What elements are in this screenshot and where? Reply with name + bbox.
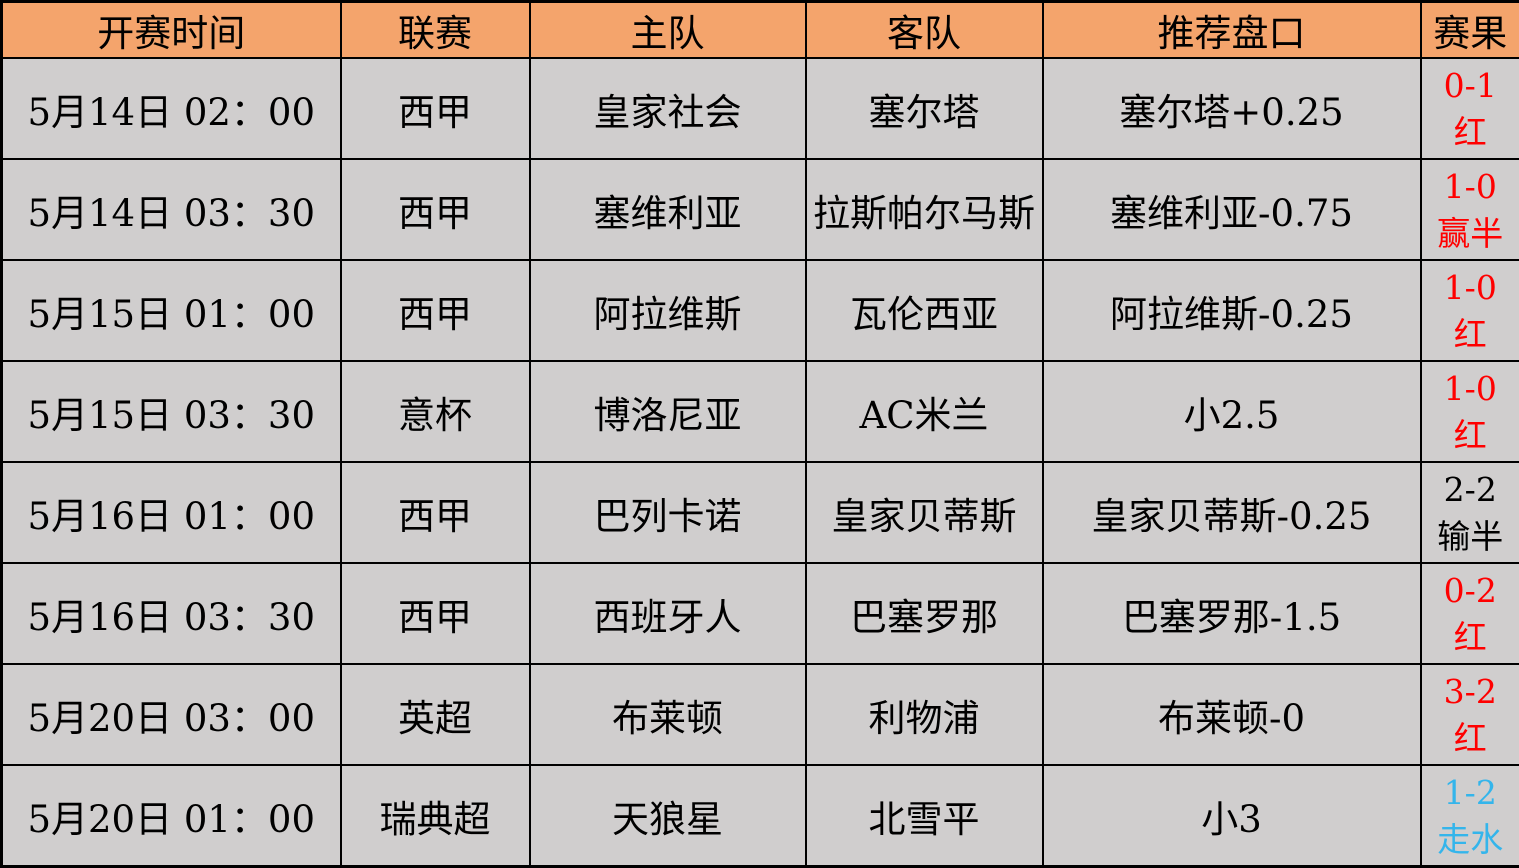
result-outcome: 红: [1453, 617, 1487, 657]
cell-kickoff-time: 5月16日 03：30: [0, 562, 342, 666]
result-score: 1-0: [1443, 166, 1497, 206]
cell-away-team: 塞尔塔: [804, 56, 1044, 161]
result-outcome: 红: [1453, 415, 1487, 455]
column-header-result: 赛果: [1419, 0, 1519, 59]
cell-home-team: 塞维利亚: [528, 158, 807, 262]
cell-league: 西甲: [339, 158, 531, 262]
cell-home-team: 巴列卡诺: [528, 461, 807, 565]
cell-home-team: 布莱顿: [528, 663, 807, 767]
cell-away-team: 利物浦: [804, 663, 1044, 767]
column-header-league: 联赛: [339, 0, 531, 59]
table-row: 5月14日 03：30 西甲 塞维利亚 拉斯帕尔马斯 塞维利亚-0.75 1-0…: [0, 158, 1519, 262]
cell-home-team: 博洛尼亚: [528, 360, 807, 464]
cell-league: 英超: [339, 663, 531, 767]
table-row: 5月15日 03：30 意杯 博洛尼亚 AC米兰 小2.5 1-0 红: [0, 360, 1519, 464]
cell-result: 1-0 赢半: [1419, 158, 1519, 262]
cell-away-team: 瓦伦西亚: [804, 259, 1044, 363]
result-score: 3-2: [1443, 671, 1497, 711]
cell-result: 0-2 红: [1419, 562, 1519, 666]
table-row: 5月15日 01：00 西甲 阿拉维斯 瓦伦西亚 阿拉维斯-0.25 1-0 红: [0, 259, 1519, 363]
cell-result: 1-0 红: [1419, 360, 1519, 464]
table-row: 5月20日 01：00 瑞典超 天狼星 北雪平 小3 1-2 走水: [0, 764, 1519, 868]
cell-result: 1-0 红: [1419, 259, 1519, 363]
header-row: 开赛时间 联赛 主队 客队 推荐盘口 赛果: [0, 0, 1519, 59]
cell-league: 西甲: [339, 562, 531, 666]
cell-result: 2-2 输半: [1419, 461, 1519, 565]
cell-away-team: AC米兰: [804, 360, 1044, 464]
cell-handicap: 巴塞罗那-1.5: [1041, 562, 1422, 666]
cell-league: 瑞典超: [339, 764, 531, 868]
result-score: 0-1: [1443, 65, 1497, 105]
result-score: 1-2: [1443, 772, 1497, 812]
cell-away-team: 皇家贝蒂斯: [804, 461, 1044, 565]
cell-kickoff-time: 5月14日 02：00: [0, 56, 342, 161]
cell-kickoff-time: 5月15日 03：30: [0, 360, 342, 464]
result-outcome: 红: [1453, 718, 1487, 758]
cell-away-team: 拉斯帕尔马斯: [804, 158, 1044, 262]
table-row: 5月20日 03：00 英超 布莱顿 利物浦 布莱顿-0 3-2 红: [0, 663, 1519, 767]
cell-kickoff-time: 5月16日 01：00: [0, 461, 342, 565]
column-header-recommended-handicap: 推荐盘口: [1041, 0, 1422, 59]
cell-handicap: 小2.5: [1041, 360, 1422, 464]
cell-league: 西甲: [339, 461, 531, 565]
cell-handicap: 小3: [1041, 764, 1422, 868]
cell-kickoff-time: 5月15日 01：00: [0, 259, 342, 363]
result-outcome: 赢半: [1437, 213, 1504, 253]
result-outcome: 红: [1453, 314, 1487, 354]
cell-kickoff-time: 5月14日 03：30: [0, 158, 342, 262]
cell-away-team: 北雪平: [804, 764, 1044, 868]
result-outcome: 走水: [1437, 819, 1504, 859]
cell-kickoff-time: 5月20日 01：00: [0, 764, 342, 868]
column-header-home-team: 主队: [528, 0, 807, 59]
cell-handicap: 塞维利亚-0.75: [1041, 158, 1422, 262]
result-outcome: 输半: [1437, 516, 1504, 556]
result-score: 0-2: [1443, 570, 1497, 610]
cell-result: 1-2 走水: [1419, 764, 1519, 868]
table-row: 5月16日 03：30 西甲 西班牙人 巴塞罗那 巴塞罗那-1.5 0-2 红: [0, 562, 1519, 666]
cell-league: 意杯: [339, 360, 531, 464]
cell-handicap: 布莱顿-0: [1041, 663, 1422, 767]
table-row: 5月14日 02：00 西甲 皇家社会 塞尔塔 塞尔塔+0.25 0-1 红: [0, 56, 1519, 161]
result-score: 1-0: [1443, 267, 1497, 307]
result-score: 2-2: [1443, 469, 1497, 509]
column-header-kickoff-time: 开赛时间: [0, 0, 342, 59]
cell-home-team: 阿拉维斯: [528, 259, 807, 363]
column-header-away-team: 客队: [804, 0, 1044, 59]
cell-handicap: 塞尔塔+0.25: [1041, 56, 1422, 161]
cell-home-team: 西班牙人: [528, 562, 807, 666]
cell-handicap: 阿拉维斯-0.25: [1041, 259, 1422, 363]
cell-home-team: 天狼星: [528, 764, 807, 868]
result-outcome: 红: [1453, 112, 1487, 152]
cell-league: 西甲: [339, 56, 531, 161]
cell-league: 西甲: [339, 259, 531, 363]
cell-result: 3-2 红: [1419, 663, 1519, 767]
table-row: 5月16日 01：00 西甲 巴列卡诺 皇家贝蒂斯 皇家贝蒂斯-0.25 2-2…: [0, 461, 1519, 565]
cell-handicap: 皇家贝蒂斯-0.25: [1041, 461, 1422, 565]
cell-away-team: 巴塞罗那: [804, 562, 1044, 666]
cell-kickoff-time: 5月20日 03：00: [0, 663, 342, 767]
cell-result: 0-1 红: [1419, 56, 1519, 161]
result-score: 1-0: [1443, 368, 1497, 408]
cell-home-team: 皇家社会: [528, 56, 807, 161]
